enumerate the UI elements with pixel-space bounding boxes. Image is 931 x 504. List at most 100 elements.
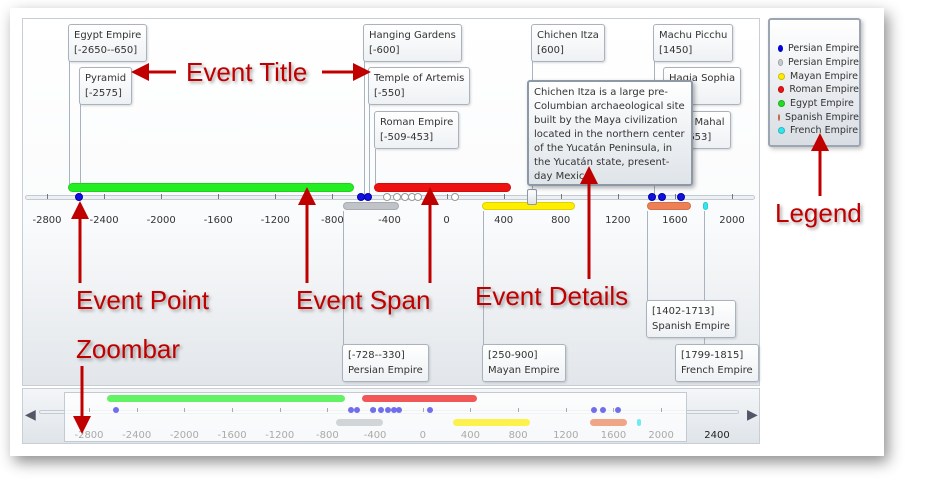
zoombar-end-label: 2400	[704, 430, 730, 441]
legend-dot-icon	[778, 100, 785, 108]
zoombar-point	[615, 407, 622, 413]
annotation-zoombar: Zoombar	[76, 334, 181, 364]
legend-item: Egypt Empire	[778, 97, 859, 111]
event-title: Mayan Empire	[488, 365, 560, 376]
event-title-chichen-itza[interactable]: Chichen Itza [600]	[531, 24, 605, 62]
event-title-pyramid[interactable]: Pyramid [-2575]	[79, 67, 133, 105]
axis-tick-label: -2800	[32, 215, 62, 226]
annotation-event-point: Event Point	[76, 285, 209, 315]
event-range: [-550]	[374, 88, 405, 99]
zoombar-point	[391, 407, 398, 413]
event-title-french-empire[interactable]: [1799-1815] French Empire	[675, 344, 759, 382]
connector-line	[69, 59, 70, 184]
event-span[interactable]	[646, 202, 691, 210]
axis-tick-label: 0	[443, 215, 450, 226]
event-title: Machu Picchu	[659, 30, 728, 41]
zoombar-tick-label: 1600	[600, 430, 627, 441]
axis-tick	[731, 194, 733, 199]
axis-tick-label: 800	[551, 215, 571, 226]
axis-tick-label: 1200	[605, 215, 631, 226]
event-title: Hagia Sophia	[669, 73, 736, 84]
event-title-mayan-empire[interactable]: [250-900] Mayan Empire	[482, 344, 566, 382]
legend-item: Persian Empire	[778, 56, 859, 70]
legend-item: French Empire	[778, 124, 859, 138]
legend-label: Mayan Empire	[790, 70, 858, 82]
event-range: [1402-1713]	[652, 306, 715, 317]
event-span[interactable]	[703, 202, 709, 210]
connector-line	[483, 211, 484, 363]
zoombar-tick-label: -2400	[122, 430, 152, 441]
slider-thumb[interactable]	[527, 189, 538, 205]
zoombar-span	[335, 419, 384, 426]
zoombar-tick-label: -2800	[74, 430, 104, 441]
event-point[interactable]	[676, 193, 685, 201]
axis-tick-label: 400	[494, 215, 514, 226]
axis-tick	[47, 194, 48, 199]
event-title-hanging-gardens[interactable]: Hanging Gardens [-600]	[363, 24, 462, 62]
event-title-roman-empire[interactable]: Roman Empire [-509-453]	[374, 111, 460, 149]
axis-tick-label: -1600	[203, 215, 233, 226]
zoombar-tick	[470, 408, 472, 412]
event-point[interactable]	[364, 193, 373, 201]
zoombar-tick	[232, 408, 234, 412]
event-span[interactable]	[68, 183, 354, 192]
event-span[interactable]	[342, 202, 400, 210]
axis-tick-label: -2400	[89, 215, 119, 226]
event-range: [-2650--650]	[74, 45, 138, 56]
zoombar-tick-label: -1600	[217, 430, 247, 441]
legend-dot-icon	[778, 113, 780, 121]
scroll-right-icon[interactable]: ▶	[747, 407, 758, 423]
zoombar-tick-label: 2000	[648, 430, 674, 441]
event-span[interactable]	[373, 183, 512, 192]
zoombar[interactable]: ◀ ▶ 2400 -2800 -2400 -2000 -1600 -1200 -800 -4…	[22, 388, 760, 444]
zoombar-span	[106, 395, 346, 402]
zoombar-tick	[565, 408, 567, 412]
event-title-persian-empire[interactable]: [-728--330] Persian Empire	[342, 344, 429, 382]
event-range: [-509-453]	[380, 132, 434, 143]
event-title: Persian Empire	[348, 365, 423, 376]
zoombar-tick-label: 1200	[553, 430, 579, 441]
axis-tick	[503, 194, 505, 199]
axis-tick-label: 1600	[662, 215, 688, 226]
zoombar-tick	[327, 408, 329, 412]
event-range: [1653]	[678, 132, 712, 143]
event-details-tooltip: Chichen Itza is a large pre-Columbian ar…	[527, 80, 693, 186]
zoombar-point	[385, 407, 392, 413]
annotation-event-span: Event Span	[296, 285, 431, 315]
event-point[interactable]	[382, 193, 391, 201]
axis-tick-label: 2000	[719, 215, 745, 226]
zoombar-point	[369, 407, 376, 413]
event-point[interactable]	[648, 193, 657, 201]
legend-dot-icon	[778, 72, 785, 80]
zoombar-tick-label: 800	[508, 430, 528, 441]
event-title-temple-of-artemis[interactable]: Temple of Artemis [-550]	[368, 67, 471, 105]
annotation-event-title: Event Title	[186, 57, 308, 87]
event-point[interactable]	[75, 193, 84, 201]
event-title-machu-picchu[interactable]: Machu Picchu [1450]	[653, 24, 734, 62]
scroll-left-icon[interactable]: ◀	[25, 407, 36, 423]
event-point[interactable]	[392, 193, 401, 201]
event-title-egypt-empire[interactable]: Egypt Empire [-2650--650]	[68, 24, 148, 62]
event-point[interactable]	[451, 193, 460, 201]
event-title-spanish-empire[interactable]: [1402-1713] Spanish Empire	[646, 300, 736, 338]
legend-label: Spanish Empire	[785, 111, 860, 123]
axis-tick-label: -2000	[146, 215, 176, 226]
event-point[interactable]	[658, 193, 667, 201]
zoombar-span	[637, 419, 642, 426]
legend-label: Egypt Empire	[790, 98, 854, 110]
axis-tick	[104, 194, 106, 199]
zoombar-tick	[89, 408, 90, 412]
event-title: Temple of Artemis	[374, 73, 465, 84]
zoombar-tick	[422, 408, 424, 412]
annotation-event-details: Event Details	[475, 281, 629, 311]
event-range: [250-900]	[488, 350, 538, 361]
zoombar-point	[426, 407, 433, 413]
axis-tick	[332, 194, 334, 199]
axis-tick	[617, 194, 619, 199]
legend-dot-icon	[778, 45, 783, 53]
zoombar-point	[112, 407, 119, 413]
axis-tick-label: -1200	[260, 215, 290, 226]
zoombar-tick	[518, 408, 520, 412]
zoombar-tick-label: -400	[363, 430, 387, 441]
legend-dot-icon	[778, 86, 785, 94]
